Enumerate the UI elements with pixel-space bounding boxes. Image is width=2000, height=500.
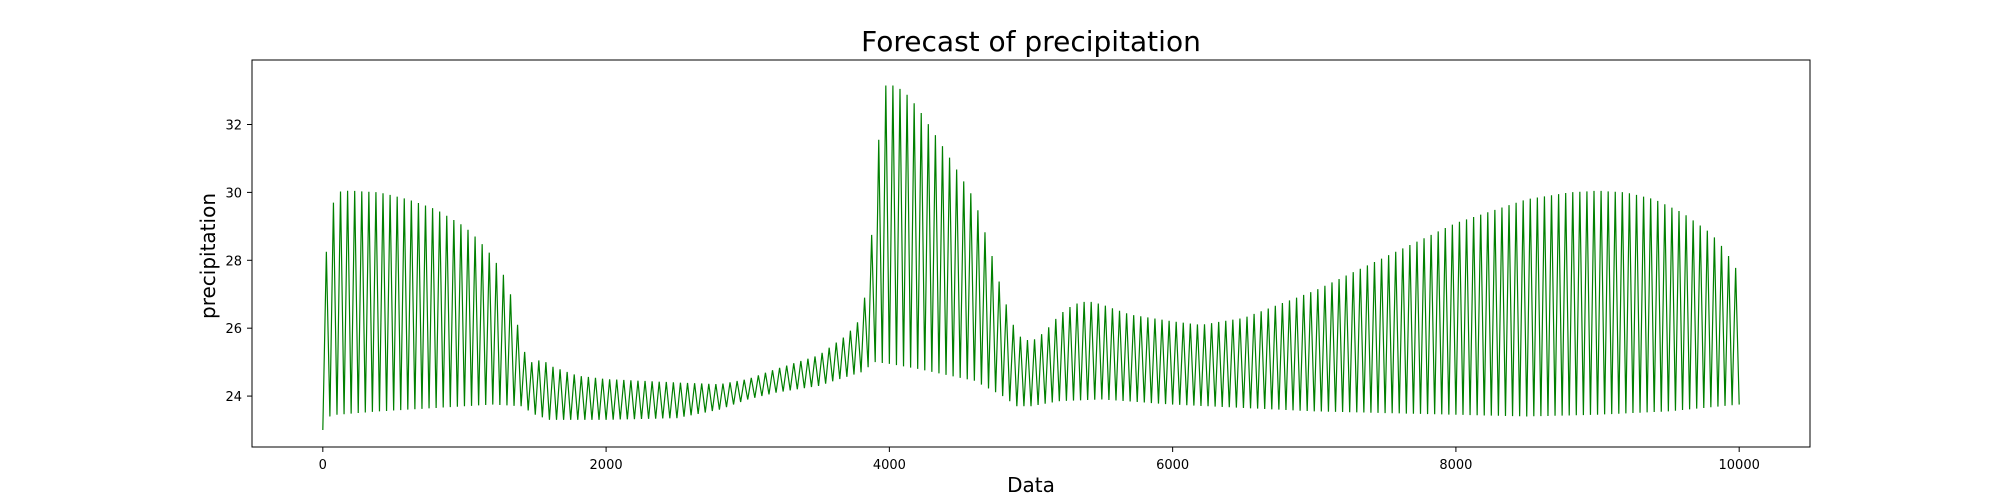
- x-axis-label: Data: [1007, 473, 1055, 497]
- y-tick-label: 26: [225, 322, 242, 337]
- y-axis: 24 26 28 30 32: [225, 119, 252, 405]
- y-axis-label: precipitation: [196, 193, 220, 319]
- y-tick-label: 32: [225, 119, 242, 134]
- x-tick-label: 8000: [1439, 458, 1472, 473]
- x-axis: 0 2000 4000 6000 8000 10000: [319, 447, 1760, 473]
- plot-frame: [251, 59, 1811, 448]
- x-tick-label: 0: [319, 458, 327, 473]
- y-tick-label: 30: [225, 186, 242, 201]
- y-tick-label: 24: [225, 390, 242, 405]
- y-tick-label: 28: [225, 254, 242, 269]
- chart-title: Forecast of precipitation: [861, 25, 1201, 58]
- precipitation-forecast-line: [322, 85, 1740, 431]
- x-tick-label: 10000: [1719, 458, 1760, 473]
- x-tick-label: 6000: [1156, 458, 1189, 473]
- plot-series: [322, 85, 1740, 431]
- x-tick-label: 2000: [590, 458, 623, 473]
- x-tick-label: 4000: [873, 458, 906, 473]
